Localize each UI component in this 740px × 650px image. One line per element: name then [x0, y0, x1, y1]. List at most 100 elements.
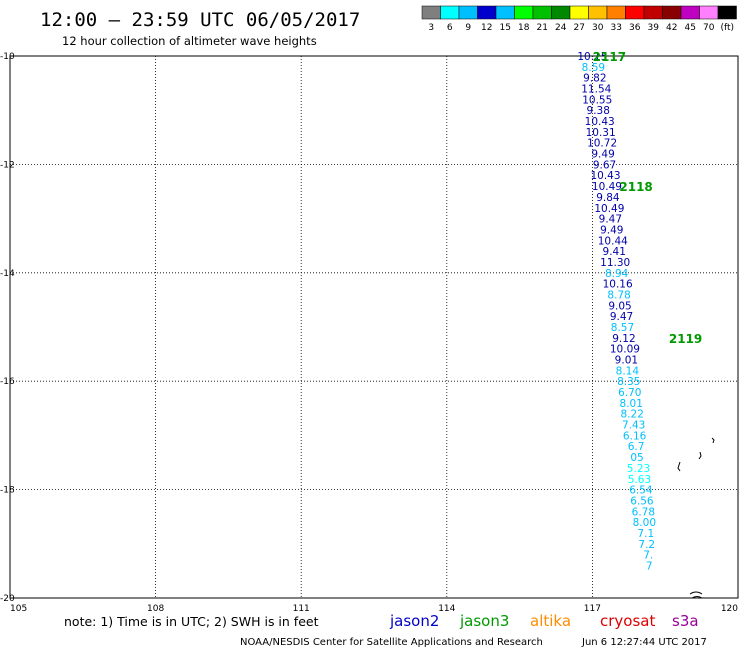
wave-height-label: 7 [646, 560, 653, 572]
mission-legend-item: jason3 [459, 612, 509, 630]
wave-height-label: 8.01 [620, 398, 643, 410]
wave-height-label: 6.7 [628, 441, 645, 453]
color-scale-tick-label: 12 [481, 23, 492, 33]
coastline-fragments [677, 437, 715, 599]
color-scale-tick-label: (ft) [720, 23, 734, 33]
wave-height-label: 10.16 [603, 279, 633, 291]
x-axis-ticks: 105 108 111 114 117 120 [10, 604, 738, 614]
wave-height-label: 10.43 [585, 116, 615, 128]
pass-number-label: 2119 [669, 332, 702, 346]
wave-height-label: 8.35 [617, 376, 640, 388]
y-axis-ticks: -10 -12 -14 -16 -18 -20 [0, 52, 15, 604]
color-scale-swatch [717, 5, 737, 20]
wave-height-label: 6.56 [630, 495, 654, 507]
color-scale-swatch [440, 5, 460, 20]
wave-height-label: 10.49 [592, 181, 622, 193]
y-tick-label: -12 [0, 160, 15, 170]
y-tick-label: -18 [0, 486, 15, 496]
color-scale-swatch [458, 5, 478, 20]
wave-height-label: 6.54 [629, 485, 653, 497]
color-scale-swatch [680, 5, 700, 20]
pass-number-label: 2118 [619, 180, 652, 194]
pass-number-label: 2117 [593, 50, 626, 64]
x-tick-label: 111 [293, 604, 310, 614]
wave-height-label: 10.15 [577, 51, 607, 63]
wave-height-label: 8.94 [605, 268, 629, 280]
wave-height-label: 9.49 [591, 149, 614, 161]
coastline-fragment [689, 591, 703, 595]
color-scale-tick-label: 33 [611, 23, 622, 33]
mission-legend: jason2 jason3 altika cryosat s3a [389, 612, 699, 630]
wave-height-label: 9.49 [600, 224, 623, 236]
wave-height-label: 10.43 [590, 170, 620, 182]
color-scale-swatch [532, 5, 552, 20]
coastline-fragment [698, 451, 702, 460]
wave-height-label: 10.44 [598, 235, 628, 247]
y-tick-label: -14 [0, 269, 15, 279]
wave-height-label: 10.31 [586, 127, 616, 139]
mission-legend-item: cryosat [600, 612, 655, 630]
wave-height-label: 7.2 [638, 539, 655, 551]
wave-height-label: 9.47 [599, 214, 622, 226]
coastline-fragment [691, 596, 703, 599]
color-scale-swatch [662, 5, 682, 20]
y-tick-label: -16 [0, 377, 15, 387]
color-scale-tick-label: 3 [428, 23, 434, 33]
wave-height-label: 9.82 [583, 73, 606, 85]
color-scale-tick-label: 70 [703, 23, 715, 33]
color-scale-swatch [477, 5, 497, 20]
x-tick-label: 108 [147, 604, 164, 614]
y-tick-label: -10 [0, 52, 15, 62]
plot-frame [9, 55, 739, 599]
wave-height-label: 8.14 [616, 365, 640, 377]
color-scale-swatch [643, 5, 663, 20]
wave-height-label: 7.43 [622, 420, 645, 432]
color-scale-tick-label: 27 [574, 23, 585, 33]
footer-timestamp: Jun 6 12:27:44 UTC 2017 [581, 637, 707, 648]
wave-height-label: 11.30 [600, 257, 630, 269]
color-scale-tick-label: 18 [518, 23, 530, 33]
color-scale-swatch [514, 5, 534, 20]
color-scale-tick-label: 6 [447, 23, 453, 33]
x-tick-label: 114 [438, 604, 455, 614]
color-scale-tick-label: 45 [685, 23, 696, 33]
color-scale-tick-label: 30 [592, 23, 604, 33]
color-scale-tick-label: 42 [666, 23, 677, 33]
x-tick-label: 117 [584, 604, 601, 614]
wave-height-label: 10.55 [582, 94, 612, 106]
wave-height-label: 9.47 [610, 311, 633, 323]
color-scale-swatch [495, 5, 515, 20]
color-scale-swatch [569, 5, 589, 20]
wave-height-label: 05 [630, 452, 643, 464]
gridlines [10, 56, 738, 598]
color-scale-swatch [606, 5, 626, 20]
wave-height-label: 10.09 [610, 344, 640, 356]
chart-subtitle: 12 hour collection of altimeter wave hei… [62, 34, 317, 48]
wave-height-label: 8.59 [582, 62, 605, 74]
mission-legend-item: altika [530, 612, 571, 630]
wave-height-label: 6.16 [623, 430, 647, 442]
color-scale-swatch [551, 5, 571, 20]
wave-height-label: 10.49 [594, 203, 624, 215]
wave-height-label: 5.63 [628, 474, 651, 486]
x-tick-label: 105 [10, 604, 27, 614]
wave-height-label: 7.1 [637, 528, 654, 540]
observation-labels: 10.158.599.8211.5410.559.3810.4310.3110.… [577, 51, 656, 572]
color-scale-legend: 3 6 9 12 15 18 21 24 27 30 33 36 39 42 45 70 (ft) [421, 5, 737, 33]
wave-height-label: 6.78 [632, 506, 655, 518]
wave-height-label: 8.78 [607, 289, 630, 301]
color-scale-tick-label: 39 [648, 23, 660, 33]
y-tick-label: -20 [0, 594, 15, 604]
color-scale-tick-label: 15 [500, 23, 511, 33]
color-scale-tick-label: 36 [629, 23, 641, 33]
wave-height-label: 9.12 [612, 333, 635, 345]
wave-height-label: 6.70 [618, 387, 641, 399]
wave-height-label: 11.54 [581, 84, 611, 96]
color-scale-swatch [588, 5, 608, 20]
color-scale-tick-label: 24 [555, 23, 567, 33]
color-scale-tick-label: 21 [537, 23, 548, 33]
mission-legend-item: jason2 [389, 612, 439, 630]
wave-height-label: 9.01 [615, 355, 638, 367]
coastline-fragment [711, 437, 715, 444]
